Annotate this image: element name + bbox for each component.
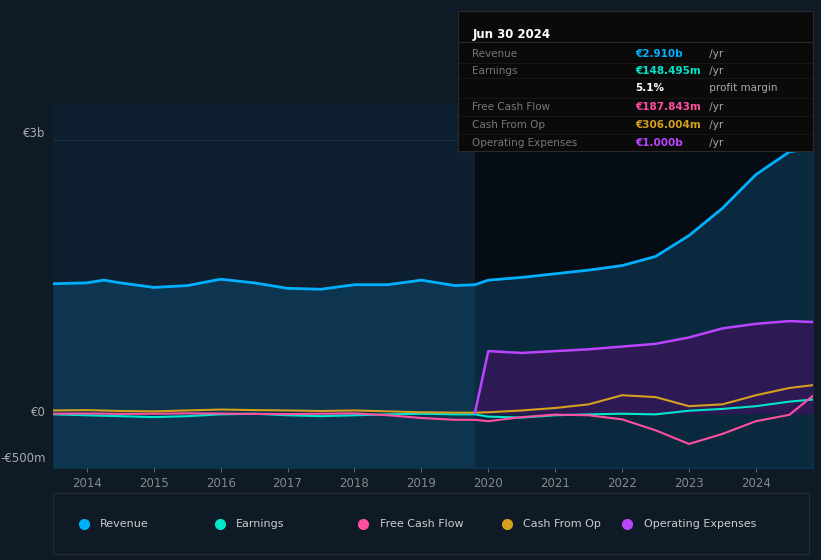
Text: Operating Expenses: Operating Expenses: [644, 519, 756, 529]
Text: €306.004m: €306.004m: [635, 120, 701, 130]
Text: /yr: /yr: [706, 102, 723, 112]
Text: Revenue: Revenue: [472, 49, 517, 59]
Text: Cash From Op: Cash From Op: [523, 519, 601, 529]
Text: Revenue: Revenue: [100, 519, 149, 529]
Text: €3b: €3b: [23, 127, 46, 140]
Text: /yr: /yr: [706, 138, 723, 148]
Text: -€500m: -€500m: [0, 452, 46, 465]
Text: Cash From Op: Cash From Op: [472, 120, 545, 130]
Text: Earnings: Earnings: [472, 66, 518, 76]
Text: Free Cash Flow: Free Cash Flow: [379, 519, 463, 529]
Text: Free Cash Flow: Free Cash Flow: [472, 102, 550, 112]
Text: /yr: /yr: [706, 49, 723, 59]
Text: Earnings: Earnings: [236, 519, 285, 529]
Text: €1.000b: €1.000b: [635, 138, 683, 148]
Bar: [475, 104, 813, 468]
Text: €148.495m: €148.495m: [635, 66, 701, 76]
Text: €2.910b: €2.910b: [635, 49, 683, 59]
Text: profit margin: profit margin: [706, 83, 777, 93]
Text: Jun 30 2024: Jun 30 2024: [472, 28, 550, 41]
Text: €0: €0: [31, 407, 46, 419]
Text: €187.843m: €187.843m: [635, 102, 701, 112]
Text: /yr: /yr: [706, 120, 723, 130]
Text: 5.1%: 5.1%: [635, 83, 664, 93]
Text: Operating Expenses: Operating Expenses: [472, 138, 577, 148]
Text: /yr: /yr: [706, 66, 723, 76]
